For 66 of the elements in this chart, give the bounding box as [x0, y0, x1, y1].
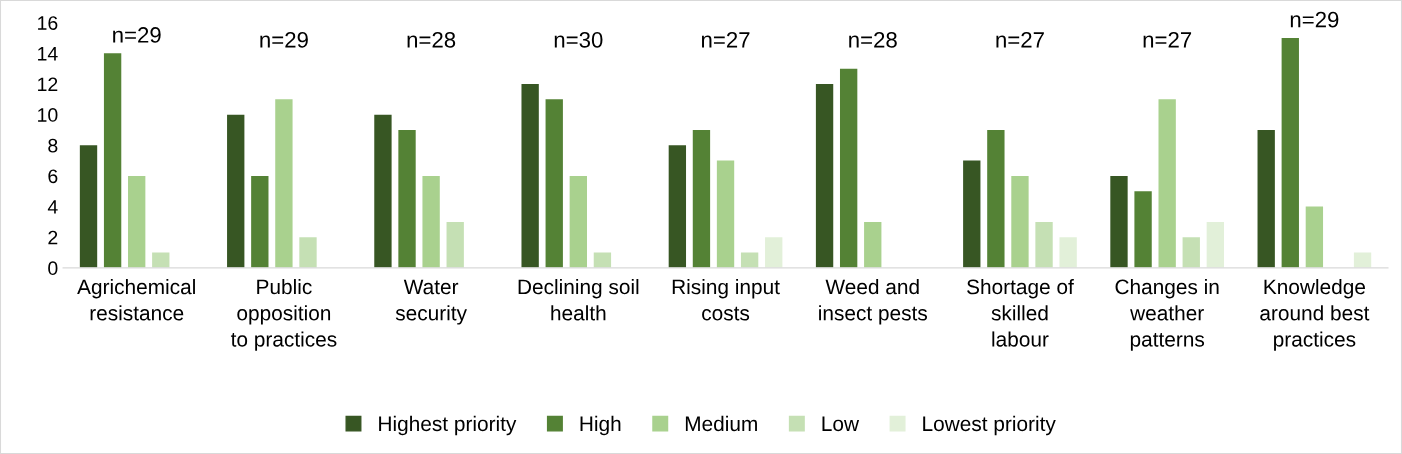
bar	[1281, 38, 1299, 268]
bar	[1059, 237, 1077, 268]
bar	[422, 175, 440, 268]
y-tick-label: 6	[48, 169, 58, 184]
y-tick-label: 12	[38, 77, 58, 92]
bar	[1011, 175, 1029, 268]
x-tick-label: Declining soil health	[518, 278, 639, 321]
x-tick-label: Knowledge around best practices	[1260, 278, 1370, 351]
x-tick-label: Rising input costs	[672, 278, 780, 321]
legend-label: Highest priority	[379, 415, 517, 436]
annotation: n=27	[701, 31, 750, 48]
bar	[1158, 99, 1176, 268]
bar	[446, 221, 464, 268]
bar	[765, 237, 783, 268]
bar	[275, 99, 293, 268]
bar	[569, 175, 587, 268]
bar	[79, 145, 98, 268]
bar	[668, 145, 687, 268]
legend-label: Medium	[685, 415, 757, 432]
bar	[716, 160, 735, 268]
bar	[1206, 221, 1225, 268]
y-tick-label: 4	[47, 200, 58, 214]
legend-label: High	[580, 415, 621, 436]
y-tick-label: 14	[38, 47, 58, 61]
bar	[1035, 221, 1053, 268]
bar	[227, 114, 245, 268]
annotation: n=27	[996, 31, 1044, 48]
bar	[545, 99, 563, 268]
bar	[1182, 237, 1200, 268]
annotation: n=29	[113, 27, 161, 43]
x-tick-label: Weed and insect pests	[819, 278, 927, 325]
bar	[251, 175, 269, 268]
bar	[1134, 191, 1152, 268]
y-tick-label: 8	[48, 138, 58, 153]
bar	[521, 83, 539, 268]
annotation: n=28	[849, 31, 897, 48]
bar	[692, 129, 711, 268]
bar	[1110, 175, 1128, 268]
y-tick-label: 2	[48, 230, 58, 245]
bar	[299, 237, 317, 268]
annotation: n=29	[260, 31, 308, 48]
legend-label: Lowest priority	[923, 415, 1056, 436]
x-tick-label: Public opposition to practices	[230, 278, 337, 351]
annotation: n=27	[1143, 31, 1192, 48]
x-tick-label: Changes in weather patterns	[1115, 278, 1219, 351]
legend-label: Low	[822, 416, 860, 432]
y-tick-label: 16	[38, 16, 58, 30]
bar	[1305, 206, 1324, 268]
y-tick-label: 10	[38, 108, 58, 122]
bar	[987, 129, 1005, 268]
x-tick-label: Agrichemical resistance	[77, 278, 195, 321]
bar	[374, 114, 392, 268]
y-tick-label: 0	[48, 261, 58, 276]
annotation: n=28	[407, 31, 456, 48]
x-tick-label: Water security	[395, 279, 467, 325]
bar	[103, 53, 122, 268]
bar	[963, 160, 981, 268]
bar	[128, 175, 146, 268]
bar	[1257, 129, 1275, 268]
x-tick-label: Shortage of skilled labour	[967, 278, 1074, 347]
annotation: n=29	[1290, 11, 1339, 28]
bar	[839, 68, 858, 268]
annotation: n=30	[554, 31, 603, 48]
bar	[864, 221, 882, 268]
bar	[815, 83, 834, 268]
bar	[398, 129, 416, 268]
